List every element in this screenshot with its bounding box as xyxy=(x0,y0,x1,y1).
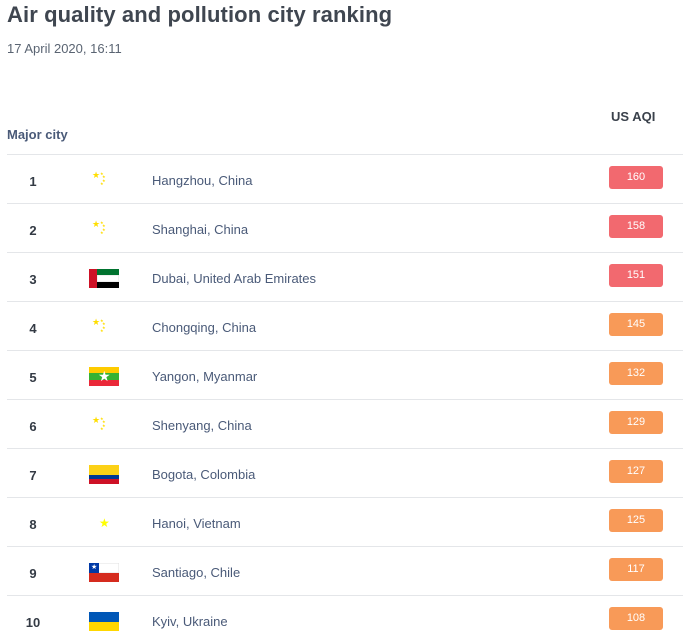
city-link[interactable]: Bogota, Colombia xyxy=(152,467,256,482)
city-link[interactable]: Santiago, Chile xyxy=(152,565,241,580)
table-row[interactable]: 4 ★ ★ ★ ★ ★ Chongqing, China 145 xyxy=(7,301,683,350)
rank-number: 7 xyxy=(29,468,37,483)
rank-number: 3 xyxy=(29,272,37,287)
rank-number: 2 xyxy=(29,223,37,238)
rank-number: 6 xyxy=(29,419,37,434)
rank-number: 4 xyxy=(29,321,37,336)
rank-number: 8 xyxy=(29,517,37,532)
table-row[interactable]: 2 ★ ★ ★ ★ ★ Shanghai, China 158 xyxy=(7,203,683,252)
table-row[interactable]: 6 ★ ★ ★ ★ ★ Shenyang, China 129 xyxy=(7,399,683,448)
rank-number: 5 xyxy=(29,370,37,385)
city-link[interactable]: Kyiv, Ukraine xyxy=(152,614,228,629)
rank-number: 1 xyxy=(29,174,37,189)
timestamp: 17 April 2020, 16:11 xyxy=(7,41,122,56)
city-link[interactable]: Shenyang, China xyxy=(152,418,252,433)
rank-number: 10 xyxy=(25,615,41,630)
city-link[interactable]: Yangon, Myanmar xyxy=(152,369,258,384)
column-header-aqi: US AQI xyxy=(611,109,656,124)
aqi-badge: 158 xyxy=(609,215,663,238)
rank-number: 9 xyxy=(29,566,37,581)
aqi-badge: 129 xyxy=(609,411,663,434)
aqi-badge: 125 xyxy=(609,509,663,532)
table-row[interactable]: 5 ★ Yangon, Myanmar 132 xyxy=(7,350,683,399)
table-row[interactable]: 7 Bogota, Colombia 127 xyxy=(7,448,683,497)
table-row[interactable]: 10 Kyiv, Ukraine 108 xyxy=(7,595,683,641)
city-link[interactable]: Hanoi, Vietnam xyxy=(152,516,241,531)
ranking-table: 1 ★ ★ ★ ★ ★ Hangzhou, China 160 2 ★ ★ ★ … xyxy=(7,154,683,641)
aqi-badge: 151 xyxy=(609,264,663,287)
table-row[interactable]: 9 ★ Santiago, Chile 117 xyxy=(7,546,683,595)
ukraine-flag-icon xyxy=(89,612,119,631)
city-link[interactable]: Dubai, United Arab Emirates xyxy=(152,271,317,286)
city-link[interactable]: Shanghai, China xyxy=(152,222,249,237)
page-title: Air quality and pollution city ranking xyxy=(7,2,393,27)
city-link[interactable]: Hangzhou, China xyxy=(152,173,253,188)
table-header: Major city US AQI xyxy=(7,109,683,142)
table-row[interactable]: 8 ★ Hanoi, Vietnam 125 xyxy=(7,497,683,546)
city-link[interactable]: Chongqing, China xyxy=(152,320,257,335)
aqi-badge: 145 xyxy=(609,313,663,336)
aqi-badge: 132 xyxy=(609,362,663,385)
aqi-badge: 108 xyxy=(609,607,663,630)
colombia-flag-icon xyxy=(89,465,119,484)
table-row[interactable]: 1 ★ ★ ★ ★ ★ Hangzhou, China 160 xyxy=(7,154,683,203)
column-header-city: Major city xyxy=(7,127,68,142)
aqi-badge: 117 xyxy=(609,558,663,581)
table-row[interactable]: 3 Dubai, United Arab Emirates 151 xyxy=(7,252,683,301)
aqi-badge: 127 xyxy=(609,460,663,483)
aqi-badge: 160 xyxy=(609,166,663,189)
